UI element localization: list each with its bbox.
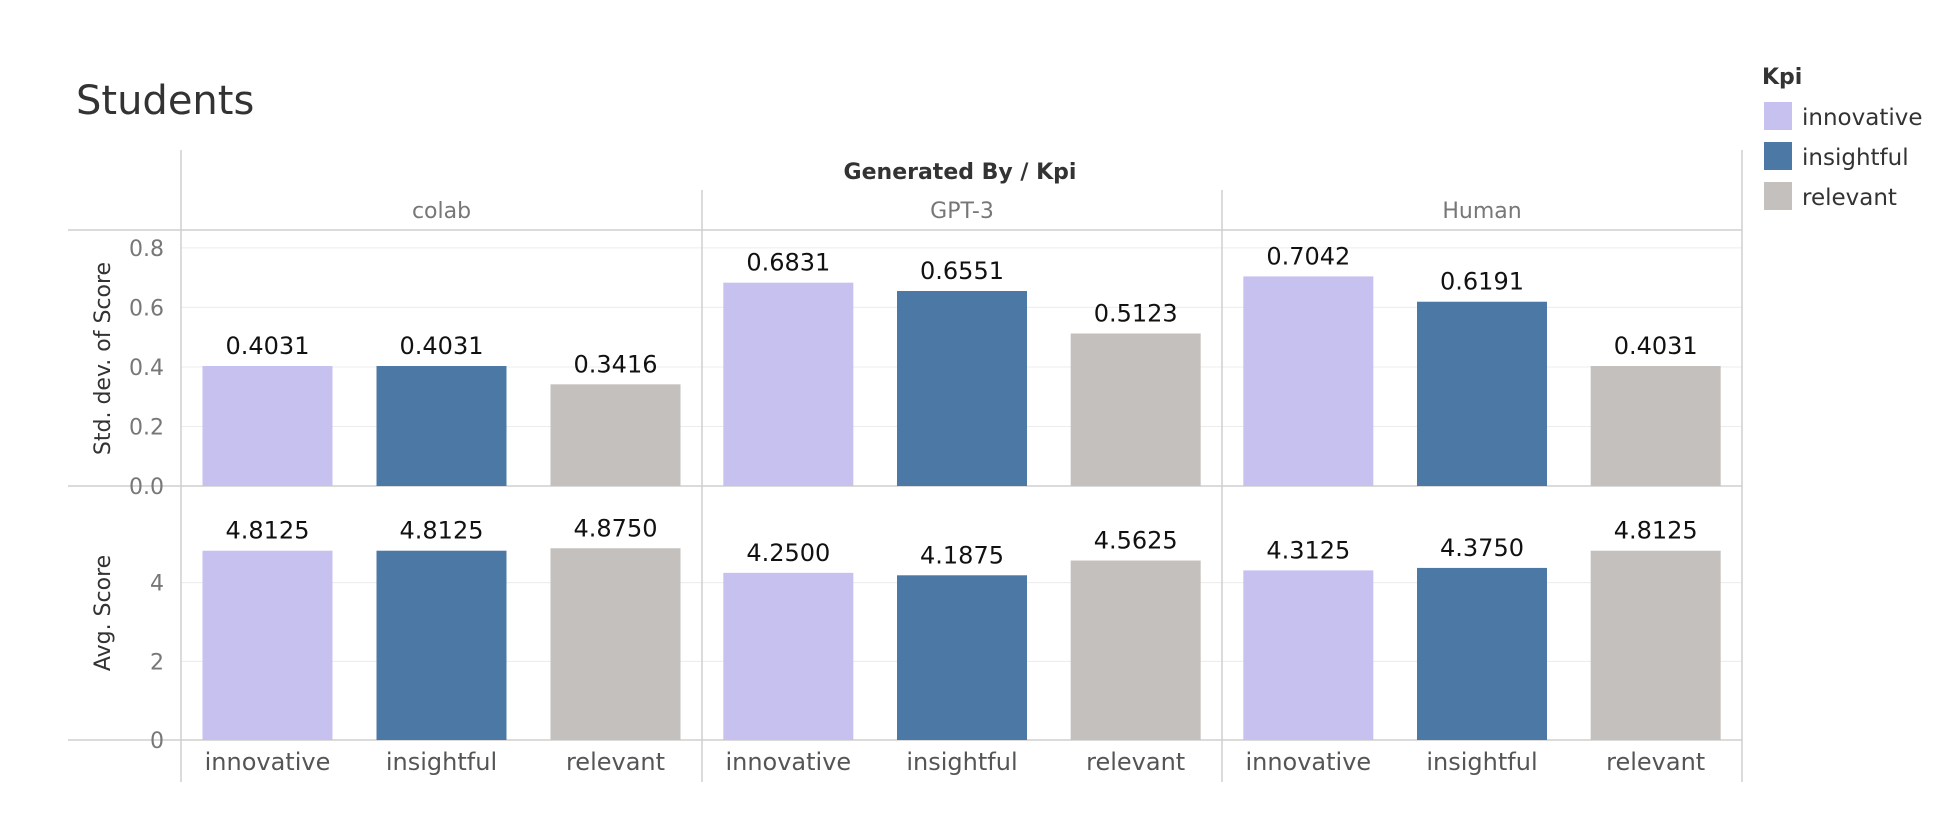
bar-human-relevant [1590, 366, 1721, 486]
legend-label-innovative: innovative [1802, 105, 1923, 131]
data-label: 4.8750 [574, 514, 658, 542]
bar-colab-relevant [550, 384, 681, 486]
x-tick-label: relevant [1086, 748, 1185, 776]
legend-swatch-relevant [1764, 182, 1792, 210]
y-tick-label: 0.2 [129, 415, 164, 440]
data-label: 4.3750 [1440, 534, 1524, 562]
chart-title: Students [76, 78, 254, 124]
x-tick-label: insightful [386, 748, 497, 776]
bar-gpt-3-insightful [897, 291, 1027, 486]
x-tick-label: relevant [566, 748, 665, 776]
data-labels: 0.4031 0.4031 0.3416 0.6831 0.6551 0.5123 0.70… [225, 242, 1697, 569]
y-tick-label: 4 [150, 572, 164, 597]
x-tick-label: innovative [1245, 748, 1371, 776]
y-tick-label: 0.6 [129, 296, 164, 321]
bar-gpt-3-innovative [723, 572, 854, 740]
y-axis-title: Std. dev. of Score [91, 262, 116, 455]
data-label: 0.6191 [1440, 268, 1524, 296]
bars [202, 276, 1721, 740]
bar-colab-relevant [550, 548, 681, 740]
data-label: 4.8125 [225, 517, 309, 545]
y-tick-label: 2 [150, 650, 164, 675]
x-tick-label: insightful [1426, 748, 1537, 776]
data-label: 4.8125 [1614, 517, 1698, 545]
data-label: 4.5625 [1094, 527, 1178, 555]
column-label-colab: colab [412, 199, 471, 224]
bar-human-insightful [1417, 567, 1547, 740]
y-tick-label: 0.8 [129, 237, 164, 262]
bar-human-innovative [1243, 276, 1374, 486]
y-tick-label: 0.0 [129, 475, 164, 500]
data-label: 0.7042 [1266, 242, 1350, 270]
x-tick-label: insightful [906, 748, 1017, 776]
bar-colab-innovative [202, 366, 333, 486]
bar-colab-innovative [202, 550, 333, 740]
data-label: 0.5123 [1094, 300, 1178, 328]
data-label: 4.2500 [746, 539, 830, 567]
bar-gpt-3-insightful [897, 575, 1027, 740]
data-label: 0.6551 [920, 257, 1004, 285]
bar-human-insightful [1417, 301, 1547, 486]
legend-label-insightful: insightful [1802, 145, 1909, 171]
data-label: 0.4031 [1614, 332, 1698, 360]
x-tick-label: innovative [725, 748, 851, 776]
legend-swatch-innovative [1764, 102, 1792, 130]
data-label: 4.8125 [400, 517, 484, 545]
axes: colab GPT-3 Human 0.0 0.2 0.4 0.6 0.8 Std. dev. … [91, 199, 1705, 776]
legend: Kpi innovative insightful relevant [1762, 65, 1923, 211]
x-tick-label: relevant [1606, 748, 1705, 776]
legend-swatch-insightful [1764, 142, 1792, 170]
bar-human-relevant [1590, 550, 1721, 740]
legend-title: Kpi [1762, 65, 1802, 90]
bar-colab-insightful [376, 366, 507, 486]
y-tick-label: 0 [150, 729, 164, 754]
y-tick-label: 0.4 [129, 356, 164, 381]
bar-gpt-3-innovative [723, 282, 854, 486]
data-label: 0.4031 [225, 332, 309, 360]
bar-gpt-3-relevant [1070, 333, 1201, 486]
data-label: 4.1875 [920, 541, 1004, 569]
data-label: 0.4031 [400, 332, 484, 360]
column-header: Generated By / Kpi [844, 160, 1077, 185]
column-label-human: Human [1442, 199, 1521, 224]
column-label-gpt-3: GPT-3 [930, 199, 994, 224]
data-label: 0.3416 [574, 350, 658, 378]
bar-human-innovative [1243, 570, 1374, 740]
bar-colab-insightful [376, 550, 507, 740]
bar-gpt-3-relevant [1070, 560, 1201, 740]
data-label: 4.3125 [1266, 536, 1350, 564]
legend-label-relevant: relevant [1802, 185, 1897, 211]
data-label: 0.6831 [746, 249, 830, 277]
y-axis-title: Avg. Score [91, 555, 116, 671]
x-tick-label: innovative [205, 748, 331, 776]
